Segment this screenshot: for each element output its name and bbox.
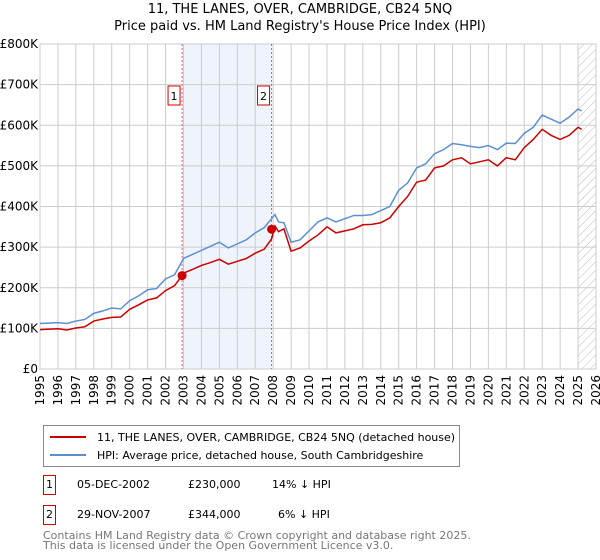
- legend: 11, THE LANES, OVER, CAMBRIDGE, CB24 5NQ…: [43, 425, 460, 467]
- x-tick-label: 2008: [266, 375, 280, 406]
- footer-copyright: Contains HM Land Registry data © Crown c…: [43, 529, 471, 542]
- x-tick-label: 2002: [159, 375, 173, 406]
- x-tick-label: 2019: [463, 375, 477, 406]
- sale-point: [177, 271, 187, 281]
- x-tick-label: 2000: [123, 375, 137, 406]
- x-tick-label: 2024: [553, 375, 567, 406]
- x-tick-label: 2014: [374, 375, 388, 406]
- series-line: [39, 108, 583, 325]
- x-tick-label: 2025: [571, 375, 585, 406]
- sale-marker-box: [257, 85, 271, 106]
- sale-delta: 14% ↓ HPI: [272, 478, 331, 491]
- y-tick-label: £0: [23, 362, 38, 376]
- legend-red-line: [50, 436, 86, 438]
- x-tick-label: 2011: [320, 375, 334, 406]
- sale-delta: 6% ↓ HPI: [278, 508, 330, 521]
- sale-row: 1 05-DEC-2002 £230,000 14% ↓ HPI: [43, 475, 443, 495]
- footer: Contains HM Land Registry data © Crown c…: [43, 529, 471, 552]
- legend-blue-line: [50, 454, 86, 456]
- y-tick-label: £300K: [0, 240, 39, 254]
- sale-marker-label: 2: [260, 90, 267, 103]
- x-tick-label: 2003: [176, 375, 190, 406]
- y-tick-label: £700K: [0, 78, 39, 92]
- sale-row: 2 29-NOV-2007 £344,000 6% ↓ HPI: [43, 505, 443, 525]
- sale-marker-label: 1: [171, 90, 178, 103]
- x-tick-label: 1996: [51, 375, 65, 406]
- sale-date: 05-DEC-2002: [77, 478, 151, 491]
- y-tick-label: £800K: [0, 37, 39, 51]
- sale-point: [267, 224, 277, 234]
- chart-title: 11, THE LANES, OVER, CAMBRIDGE, CB24 5NQ: [147, 2, 453, 17]
- y-tick-label: £500K: [0, 159, 39, 173]
- sale-price: £230,000: [188, 478, 241, 491]
- x-tick-label: 2007: [248, 375, 262, 406]
- price-chart: 1995 1996 1997 1998 1999 2000 2001 2002 2003 2004…: [0, 37, 600, 406]
- series-line: [39, 126, 583, 331]
- y-tick-label: £400K: [0, 200, 39, 214]
- y-tick-label: £100K: [0, 321, 39, 335]
- x-tick-label: 2005: [212, 375, 226, 406]
- footer-licence: This data is licensed under the Open Gov…: [43, 539, 394, 552]
- x-tick-label: 2021: [499, 375, 513, 406]
- x-tick-label: 2001: [141, 375, 155, 406]
- x-tick-label: 2006: [230, 375, 244, 406]
- x-tick-label: 2012: [338, 375, 352, 406]
- y-tick-label: £600K: [0, 118, 39, 132]
- x-tick-label: 2023: [535, 375, 549, 406]
- x-tick-label: 2009: [284, 375, 298, 406]
- x-tick-label: 1995: [33, 375, 47, 406]
- x-tick-label: 2020: [481, 375, 495, 406]
- legend-hpi: HPI: Average price, detached house, Sout…: [97, 448, 424, 462]
- sale-marker-badge: 2: [43, 505, 56, 525]
- chart-subtitle: Price paid vs. HM Land Registry's House …: [114, 19, 486, 34]
- x-tick-label: 2022: [517, 375, 531, 406]
- sale-price: £344,000: [188, 508, 241, 521]
- x-tick-label: 2026: [589, 375, 600, 406]
- y-tick-label: £200K: [0, 281, 39, 295]
- x-tick-label: 2018: [446, 375, 460, 406]
- x-tick-label: 2016: [410, 375, 424, 406]
- x-tick-label: 1999: [105, 375, 119, 406]
- x-tick-label: 2015: [392, 375, 406, 406]
- legend-property: 11, THE LANES, OVER, CAMBRIDGE, CB24 5NQ…: [97, 430, 456, 444]
- x-tick-label: 1998: [87, 375, 101, 406]
- sale-marker-badge: 1: [43, 475, 56, 495]
- x-tick-label: 2013: [356, 375, 370, 406]
- x-tick-label: 2017: [428, 375, 442, 406]
- x-tick-label: 1997: [69, 375, 83, 406]
- plot-frame: [39, 43, 597, 370]
- x-tick-label: 2004: [194, 375, 208, 406]
- sale-marker-box: [167, 85, 181, 106]
- x-tick-label: 2010: [302, 375, 316, 406]
- sale-date: 29-NOV-2007: [77, 508, 151, 521]
